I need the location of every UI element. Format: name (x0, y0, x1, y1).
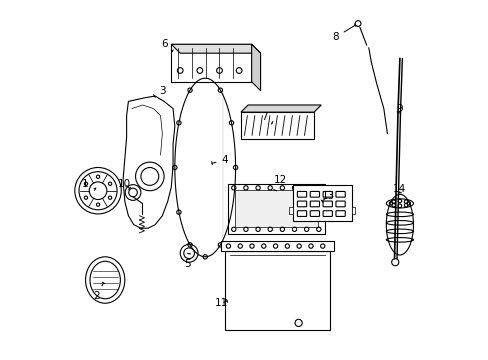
Polygon shape (224, 251, 329, 330)
Polygon shape (351, 207, 354, 214)
Text: 11: 11 (214, 298, 227, 308)
Text: 14: 14 (392, 184, 406, 194)
Polygon shape (241, 105, 321, 112)
Text: 4: 4 (211, 156, 228, 165)
Text: 1: 1 (82, 179, 96, 190)
Text: 13: 13 (321, 191, 334, 202)
Text: 12: 12 (273, 175, 286, 191)
Polygon shape (228, 184, 324, 234)
Text: 2: 2 (93, 282, 105, 301)
Text: 9: 9 (396, 104, 403, 113)
Text: 8: 8 (332, 24, 355, 42)
Polygon shape (288, 207, 292, 214)
Text: 3: 3 (153, 86, 165, 97)
Polygon shape (221, 241, 333, 251)
Text: 7: 7 (260, 112, 272, 124)
Text: 6: 6 (161, 39, 173, 52)
Polygon shape (123, 96, 175, 228)
Polygon shape (292, 185, 351, 221)
Text: 5: 5 (183, 253, 190, 269)
Polygon shape (241, 112, 313, 139)
Polygon shape (234, 190, 318, 227)
Polygon shape (251, 44, 260, 91)
Text: 10: 10 (118, 179, 131, 189)
Polygon shape (171, 44, 251, 82)
Polygon shape (171, 44, 260, 53)
